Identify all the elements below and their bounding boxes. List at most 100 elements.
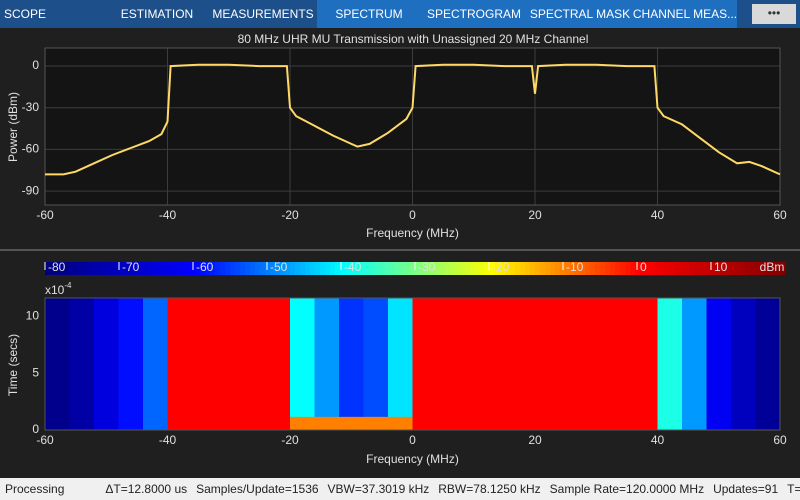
colorbar-cell — [660, 262, 666, 275]
colorbar-cell — [685, 262, 691, 275]
spectrogram-cell — [706, 416, 732, 431]
colorbar-cell — [70, 262, 76, 275]
colorbar-cell — [160, 262, 166, 275]
spectrogram-cell — [559, 298, 585, 417]
spectrogram-cell — [682, 298, 707, 417]
y-tick-label: 5 — [32, 365, 39, 379]
colorbar-cell — [370, 262, 376, 275]
colorbar-cell — [85, 262, 91, 275]
x-axis-label: Frequency (MHz) — [366, 452, 459, 466]
colorbar-cell — [390, 262, 396, 275]
colorbar-cell — [415, 262, 421, 275]
colorbar-cell — [455, 262, 461, 275]
colorbar-cell — [615, 262, 621, 275]
spectrogram-cell — [69, 298, 95, 417]
colorbar-cell — [725, 262, 731, 275]
colorbar-cell — [500, 262, 506, 275]
spectrogram-cell — [437, 416, 462, 431]
colorbar-cell — [575, 262, 581, 275]
colorbar-cell — [60, 262, 66, 275]
colorbar-cell — [275, 262, 281, 275]
colorbar-label: -60 — [196, 260, 214, 274]
y-tick-label: -60 — [22, 142, 40, 156]
spectrogram-cell — [461, 416, 487, 431]
spectrogram-cell — [216, 298, 242, 417]
colorbar-unit: dBm — [760, 260, 785, 274]
tab[interactable]: SPECTRAL MASK — [530, 7, 630, 21]
spectrogram-cell — [510, 416, 536, 431]
more-label: ••• — [768, 6, 781, 20]
colorbar-cell — [245, 262, 251, 275]
spectrogram-cell — [363, 298, 389, 417]
colorbar-cell — [495, 262, 501, 275]
tab[interactable]: SCOPE — [4, 7, 46, 21]
colorbar-cell — [265, 262, 271, 275]
colorbar-cell — [485, 262, 491, 275]
tab[interactable]: CHANNEL MEAS... — [633, 7, 737, 21]
colorbar-cell — [400, 262, 406, 275]
status-item: RBW=78.1250 kHz — [438, 482, 541, 496]
colorbar-cell — [625, 262, 631, 275]
colorbar-cell — [445, 262, 451, 275]
colorbar-cell — [595, 262, 601, 275]
spectrogram-cell — [45, 298, 70, 417]
colorbar-cell — [580, 262, 586, 275]
colorbar-cell — [590, 262, 596, 275]
colorbar-cell — [360, 262, 366, 275]
colorbar-cell — [310, 262, 316, 275]
tab[interactable]: ESTIMATION — [121, 7, 193, 21]
tab[interactable]: SPECTRUM — [335, 7, 402, 21]
colorbar-cell — [780, 262, 786, 275]
colorbar-cell — [755, 262, 761, 275]
colorbar-label: -10 — [566, 260, 584, 274]
y-tick-label: 0 — [32, 58, 39, 72]
app: SCOPE ESTIMATION MEASUREMENTS SPECTRUM SPECT… — [0, 0, 800, 466]
colorbar-cell — [90, 262, 96, 275]
y-axis-label: Power (dBm) — [6, 92, 20, 162]
y-axis-label: Time (secs) — [6, 334, 20, 396]
colorbar-cell — [635, 262, 641, 275]
colorbar-cell — [565, 262, 571, 275]
colorbar-cell — [730, 262, 736, 275]
colorbar-label: -70 — [122, 260, 140, 274]
colorbar-cell — [280, 262, 286, 275]
spectrogram-cell — [486, 298, 511, 417]
x-tick-label: 40 — [651, 208, 665, 222]
tab[interactable]: SPECTROGRAM — [427, 7, 521, 21]
colorbar-cell — [450, 262, 456, 275]
colorbar-label: -50 — [270, 260, 288, 274]
spectrogram-cell — [437, 298, 462, 417]
spectrogram-cell — [265, 298, 291, 417]
more-button[interactable] — [752, 4, 796, 24]
colorbar-cell — [145, 262, 151, 275]
status-item: T=0.00 — [787, 482, 800, 496]
colorbar-cell — [115, 262, 121, 275]
y-tick-label: -90 — [22, 183, 40, 197]
colorbar-cell — [165, 262, 171, 275]
colorbar-cell — [195, 262, 201, 275]
colorbar-cell — [545, 262, 551, 275]
colorbar-cell — [150, 262, 156, 275]
colorbar-cell — [205, 262, 211, 275]
colorbar-cell — [100, 262, 106, 275]
tab[interactable]: MEASUREMENTS — [212, 7, 313, 21]
colorbar-cell — [45, 262, 51, 275]
x-tick-label: 40 — [651, 433, 665, 447]
x-tick-label: 20 — [528, 208, 542, 222]
spectrogram-cell — [559, 416, 585, 431]
x-tick-label: -20 — [281, 433, 299, 447]
spectrogram-cell — [535, 298, 560, 417]
colorbar-cell — [620, 262, 626, 275]
colorbar-cell — [295, 262, 301, 275]
colorbar-cell — [320, 262, 326, 275]
colorbar-cell — [225, 262, 231, 275]
colorbar-cell — [270, 262, 276, 275]
colorbar-cell — [765, 262, 771, 275]
colorbar-cell — [350, 262, 356, 275]
spectrogram-cell — [633, 416, 658, 431]
colorbar-cell — [490, 262, 496, 275]
colorbar-cell — [135, 262, 141, 275]
y-tick-label: -30 — [22, 100, 40, 114]
spectrogram-cell — [143, 298, 168, 417]
colorbar-label: -80 — [48, 260, 66, 274]
